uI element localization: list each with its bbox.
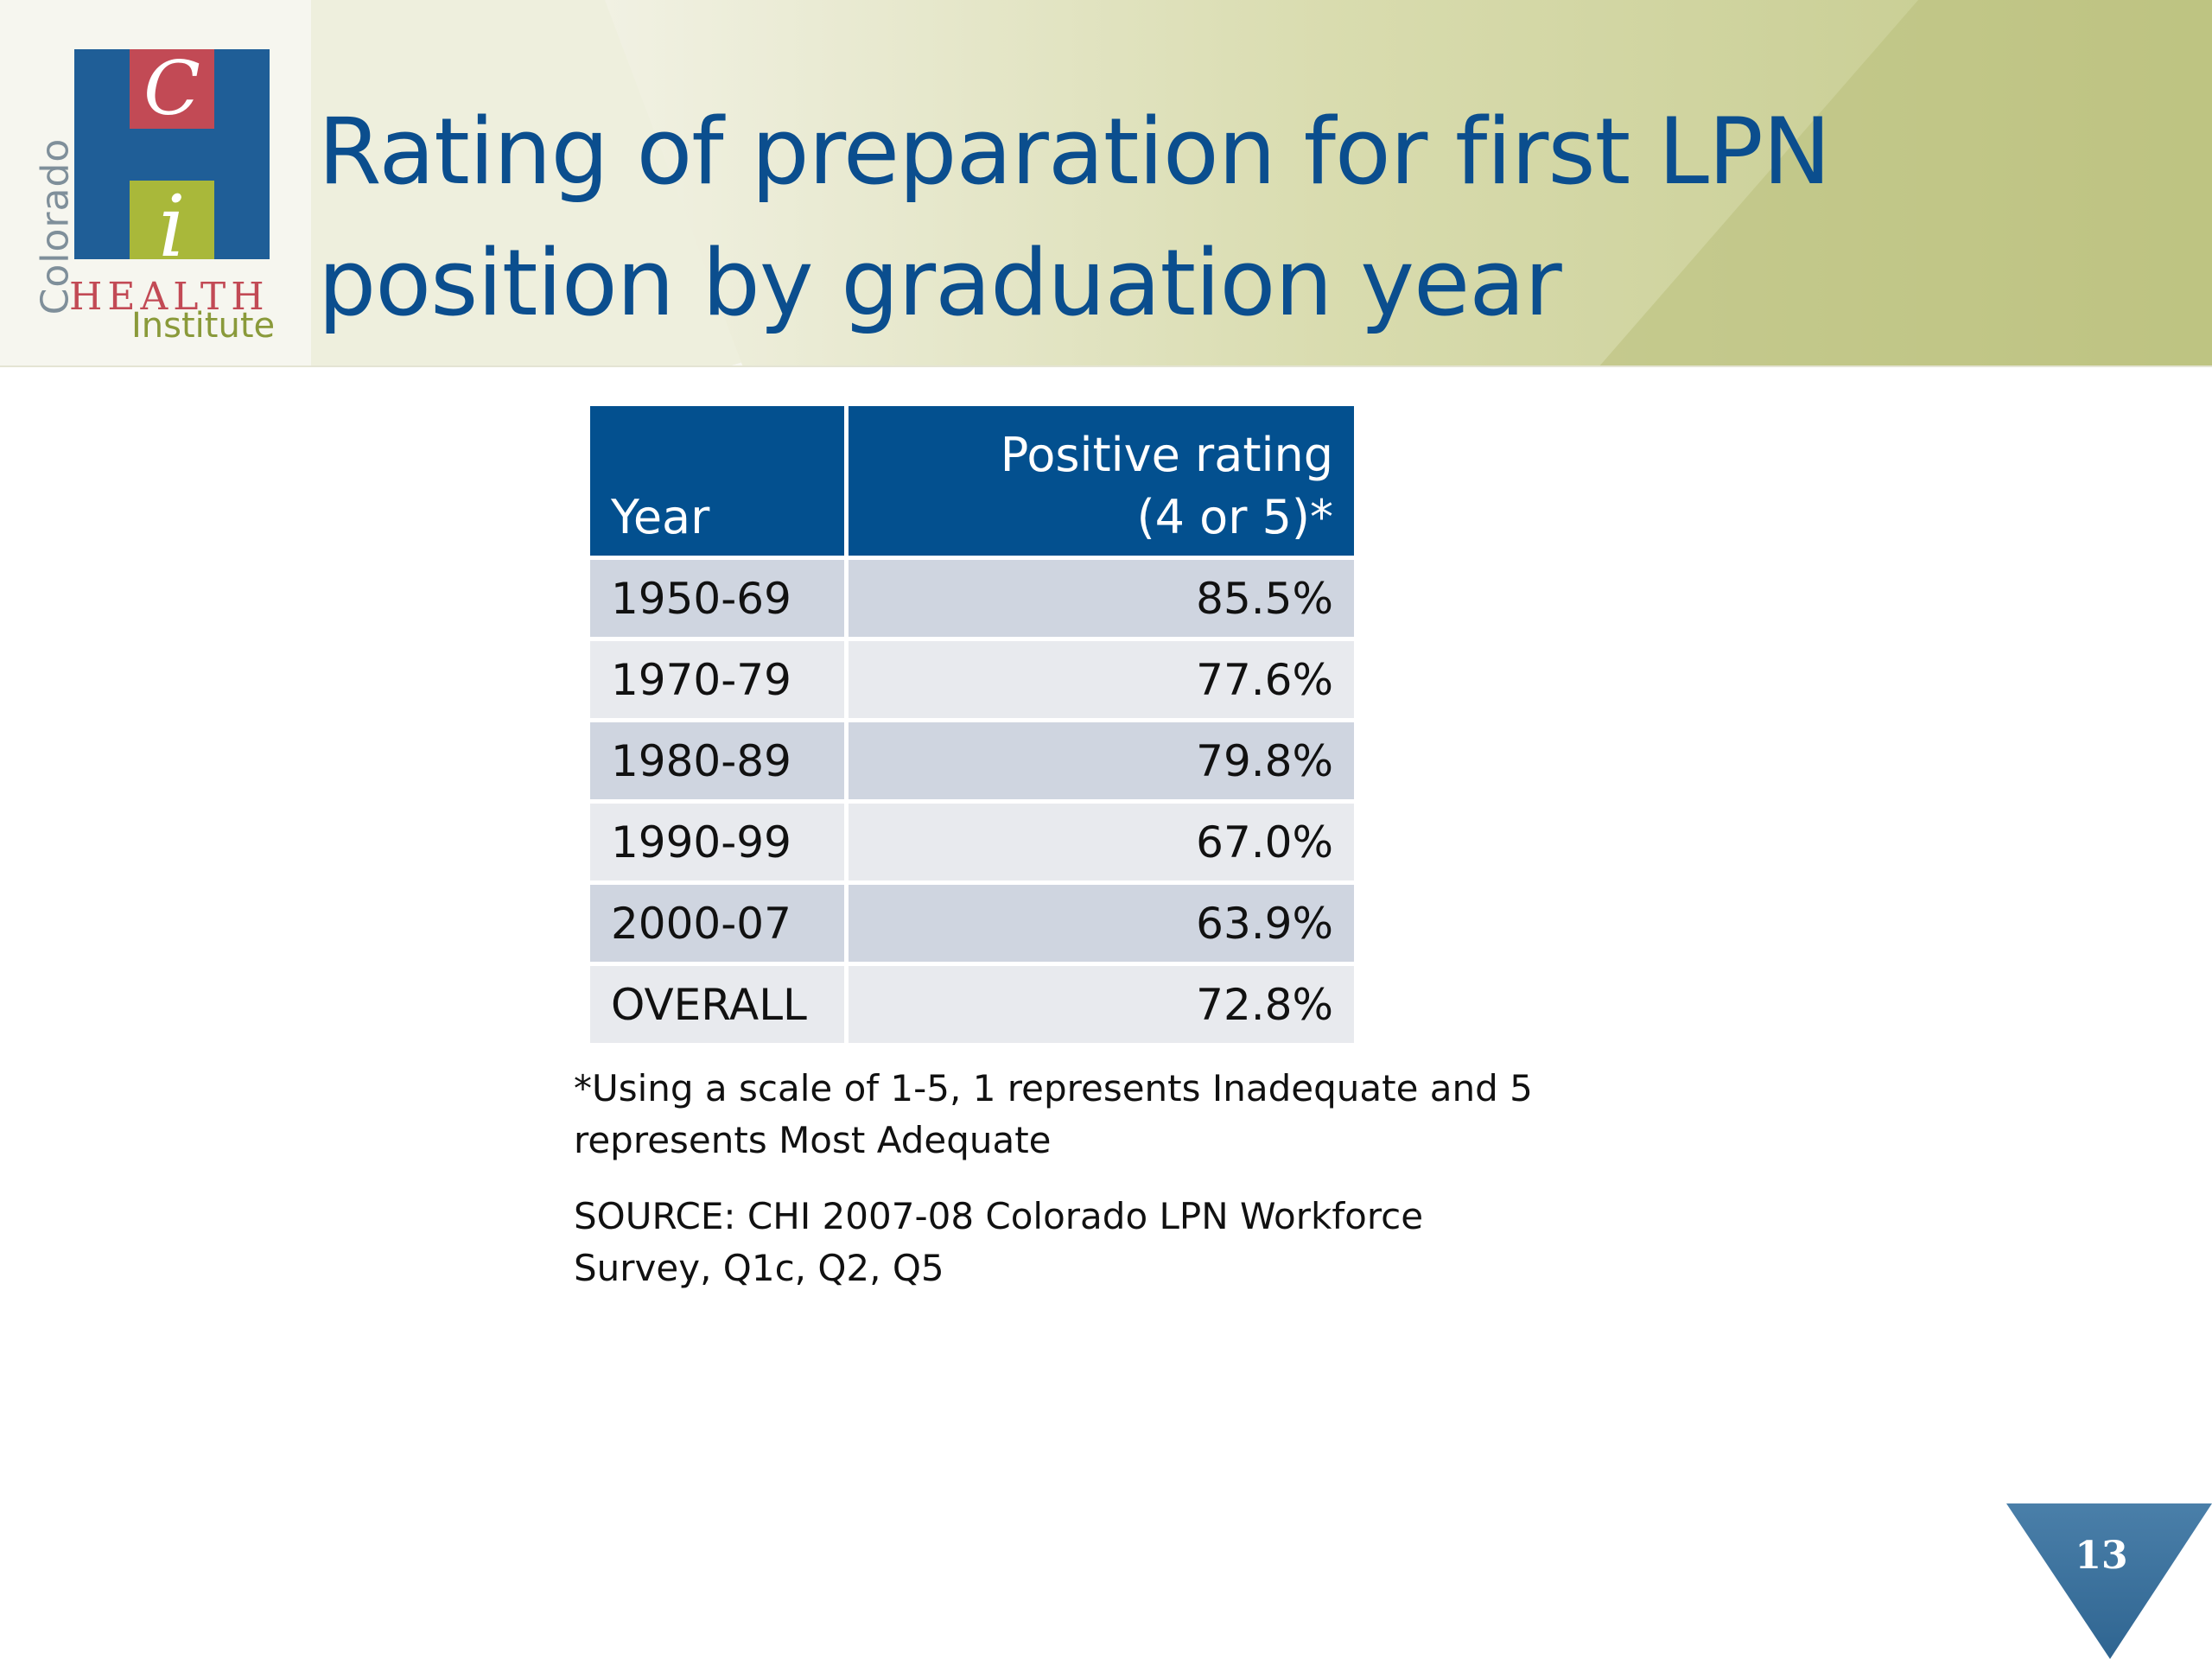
column-header-rating-line-2: (4 or 5)* — [1136, 490, 1333, 544]
table-row: OVERALL 72.8% — [590, 966, 1354, 1043]
rating-cell: 72.8% — [849, 966, 1354, 1043]
rating-cell: 77.6% — [849, 641, 1354, 718]
page-number: 13 — [2075, 1534, 2128, 1578]
scale-footnote: *Using a scale of 1-5, 1 represents Inad… — [574, 1063, 1567, 1166]
table-row: 2000-07 63.9% — [590, 885, 1354, 962]
table-row: 1970-79 77.6% — [590, 641, 1354, 718]
source-line-2: Survey, Q1c, Q2, Q5 — [574, 1247, 944, 1289]
year-cell: OVERALL — [590, 966, 844, 1043]
slide-title-line-1: Rating of preparation for first LPN — [318, 99, 1831, 205]
year-cell: 1990-99 — [590, 804, 844, 880]
rating-table: Year Positive rating (4 or 5)* 1950-69 8… — [586, 402, 1358, 1047]
rating-cell: 63.9% — [849, 885, 1354, 962]
footnote-line-1: *Using a scale of 1-5, 1 represents Inad… — [574, 1067, 1533, 1109]
year-cell: 1950-69 — [590, 560, 844, 637]
rating-cell: 67.0% — [849, 804, 1354, 880]
source-note: SOURCE: CHI 2007-08 Colorado LPN Workfor… — [574, 1191, 1567, 1294]
colorado-health-institute-logo: C i Colorado HEALTH Institute — [0, 0, 285, 367]
table-row: 1950-69 85.5% — [590, 560, 1354, 637]
rating-cell: 79.8% — [849, 722, 1354, 799]
source-line-1: SOURCE: CHI 2007-08 Colorado LPN Workfor… — [574, 1195, 1424, 1237]
column-header-positive-rating: Positive rating (4 or 5)* — [849, 406, 1354, 556]
year-cell: 2000-07 — [590, 885, 844, 962]
year-cell: 1970-79 — [590, 641, 844, 718]
footnote-line-2: represents Most Adequate — [574, 1119, 1052, 1161]
slide-title-line-2: position by graduation year — [318, 230, 1562, 336]
logo-word-institute: Institute — [131, 306, 276, 346]
table-row: 1980-89 79.8% — [590, 722, 1354, 799]
column-header-year: Year — [590, 406, 844, 556]
table-header-row: Year Positive rating (4 or 5)* — [590, 406, 1354, 556]
slide-title: Rating of preparation for first LPN posi… — [318, 86, 1960, 349]
header-band — [0, 0, 2212, 367]
logo-mark: C i — [74, 46, 270, 276]
page-number-triangle — [2006, 1503, 2212, 1659]
logo-letter-i: i — [158, 178, 185, 276]
logo-word-health: HEALTH — [69, 275, 270, 319]
year-cell: 1980-89 — [590, 722, 844, 799]
column-header-rating-line-1: Positive rating — [1000, 428, 1333, 482]
table-row: 1990-99 67.0% — [590, 804, 1354, 880]
logo-letter-c: C — [143, 46, 200, 132]
rating-cell: 85.5% — [849, 560, 1354, 637]
